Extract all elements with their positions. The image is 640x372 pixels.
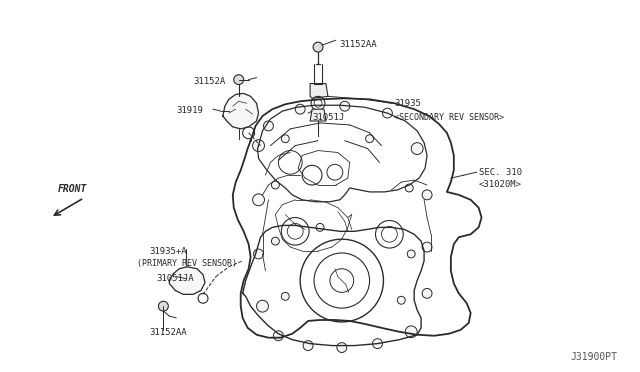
Text: SEC. 310: SEC. 310: [479, 168, 522, 177]
Text: (PRIMARY REV SENSOR): (PRIMARY REV SENSOR): [136, 259, 237, 268]
Text: 31152AA: 31152AA: [150, 328, 187, 337]
Text: 31152AA: 31152AA: [340, 40, 378, 49]
Text: 31051J: 31051J: [312, 113, 344, 122]
Circle shape: [337, 343, 347, 353]
Circle shape: [405, 184, 413, 192]
Text: J31900PT: J31900PT: [570, 353, 618, 362]
Circle shape: [422, 190, 432, 200]
Circle shape: [159, 301, 168, 311]
Circle shape: [372, 339, 383, 349]
Circle shape: [316, 224, 324, 231]
Circle shape: [271, 237, 279, 245]
Polygon shape: [223, 93, 259, 129]
Circle shape: [412, 142, 423, 154]
Circle shape: [253, 140, 264, 151]
Text: 31935+A: 31935+A: [150, 247, 187, 256]
Text: 31051JA: 31051JA: [156, 274, 194, 283]
Polygon shape: [170, 267, 205, 294]
Circle shape: [313, 42, 323, 52]
Circle shape: [422, 288, 432, 298]
Circle shape: [405, 326, 417, 338]
Circle shape: [271, 181, 279, 189]
Circle shape: [295, 104, 305, 114]
Polygon shape: [310, 109, 326, 121]
Circle shape: [340, 101, 349, 111]
Circle shape: [383, 108, 392, 118]
Text: 31935: 31935: [394, 99, 421, 108]
Circle shape: [257, 300, 268, 312]
Circle shape: [264, 121, 273, 131]
Text: <31020M>: <31020M>: [479, 180, 522, 189]
Text: <SECONDARY REV SENSOR>: <SECONDARY REV SENSOR>: [394, 113, 504, 122]
Circle shape: [397, 296, 405, 304]
Text: 31152A: 31152A: [193, 77, 225, 86]
Circle shape: [253, 249, 264, 259]
Circle shape: [303, 341, 313, 350]
Circle shape: [234, 75, 244, 84]
Circle shape: [365, 135, 374, 142]
Circle shape: [422, 242, 432, 252]
Circle shape: [282, 135, 289, 142]
Polygon shape: [310, 84, 328, 98]
Circle shape: [273, 331, 284, 341]
Circle shape: [407, 250, 415, 258]
Text: 31919: 31919: [176, 106, 203, 115]
Text: FRONT: FRONT: [58, 184, 86, 194]
Circle shape: [282, 292, 289, 300]
Circle shape: [253, 194, 264, 206]
